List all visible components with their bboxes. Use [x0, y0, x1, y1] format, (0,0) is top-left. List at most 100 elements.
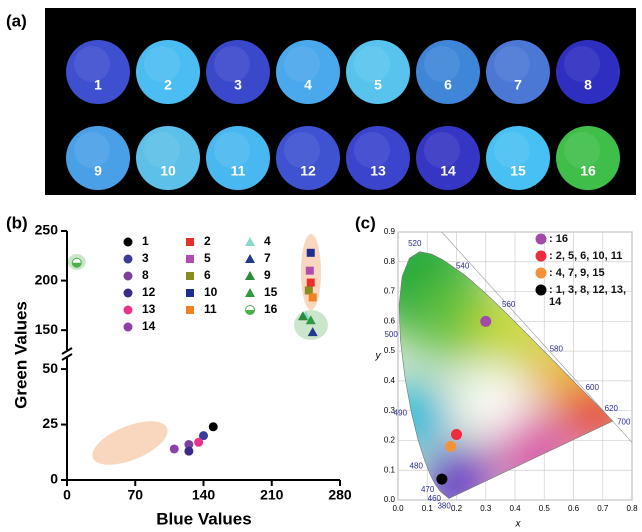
legend-marker	[124, 255, 133, 264]
legend-marker	[245, 288, 255, 297]
data-point	[307, 279, 315, 287]
legend-marker	[186, 238, 194, 246]
data-point	[309, 293, 317, 301]
x-tick-label: 70	[127, 487, 143, 503]
legend-marker	[124, 289, 133, 298]
x-axis-label: x	[515, 519, 522, 530]
sample-label: 9	[94, 163, 102, 179]
y-tick-label: 0.1	[384, 465, 396, 474]
wavelength-label: 470	[421, 485, 435, 494]
y-tick-label: 25	[42, 415, 58, 431]
legend-marker	[536, 251, 547, 262]
x-tick-label: 0.3	[480, 504, 492, 513]
legend-marker	[186, 306, 194, 314]
data-point	[209, 422, 218, 431]
wavelength-label: 600	[586, 383, 600, 392]
legend-marker	[245, 254, 255, 263]
wavelength-label: 520	[408, 239, 422, 248]
legend-label: 5	[204, 251, 211, 265]
legend-marker	[124, 238, 133, 247]
legend-label: 12	[142, 285, 156, 299]
sample-label: 14	[440, 163, 456, 179]
legend-label: 15	[264, 285, 278, 299]
data-point	[170, 444, 179, 453]
sample-label: 3	[234, 77, 242, 93]
legend-label: 10	[204, 285, 218, 299]
y-tick-label: 150	[35, 321, 59, 337]
y-axis-label: y	[375, 351, 382, 362]
legend-label: : 4, 7, 9, 15	[549, 267, 637, 279]
panel-label: (b)	[6, 213, 28, 232]
sample-label: 2	[164, 77, 172, 93]
data-point	[194, 438, 203, 447]
sample-label: 4	[304, 77, 312, 93]
legend-label: 4	[264, 234, 271, 248]
legend-label: : 1, 3, 8, 12, 13, 14	[549, 284, 637, 308]
legend-marker	[186, 255, 194, 263]
wavelength-label: 580	[550, 344, 564, 353]
wavelength-label: 620	[605, 404, 619, 413]
wavelength-label: 540	[456, 262, 470, 271]
data-point	[307, 249, 315, 257]
page: { "panel_a": { "label": "(a)", "samples"…	[0, 0, 642, 532]
legend-marker	[536, 234, 547, 245]
legend-label: : 16	[549, 233, 637, 245]
legend-marker	[245, 271, 255, 280]
wavelength-label: 700	[617, 418, 631, 427]
legend-label: 13	[142, 302, 156, 316]
sample-label: 11	[231, 163, 246, 179]
data-point	[445, 441, 456, 452]
x-tick-label: 0.1	[422, 504, 434, 513]
y-tick-label: 0.6	[384, 316, 396, 325]
legend-marker	[186, 272, 194, 280]
legend-label: 8	[142, 268, 149, 282]
sample-texture	[494, 46, 530, 82]
y-tick-label: 0	[50, 471, 58, 487]
x-tick-label: 0.7	[597, 504, 609, 513]
data-point	[305, 287, 313, 295]
y-tick-label: 0.7	[384, 287, 396, 296]
y-tick-label: 200	[35, 271, 59, 287]
x-axis-label: Blue Values	[156, 509, 251, 528]
color-blob	[461, 368, 529, 436]
sample-label: 1	[94, 77, 102, 93]
sample-texture	[564, 46, 600, 82]
x-tick-label: 210	[260, 487, 284, 503]
wavelength-label: 480	[410, 461, 424, 470]
legend-label: 16	[264, 302, 278, 316]
panel-label: (a)	[6, 11, 27, 30]
legend-marker	[536, 268, 547, 279]
legend-label: 3	[142, 251, 149, 265]
sample-label: 16	[580, 163, 596, 179]
legend-label: : 2, 5, 6, 10, 11	[549, 250, 637, 262]
sample-label: 13	[370, 163, 386, 179]
panel-label: (c)	[355, 213, 376, 232]
sample-texture	[214, 46, 250, 82]
legend-label: 1	[142, 234, 149, 248]
cluster-highlight	[87, 412, 174, 473]
wavelength-label: 560	[502, 300, 516, 309]
y-tick-label: 50	[42, 360, 58, 376]
wavelength-label: 380	[437, 502, 451, 511]
y-tick-label: 0.0	[384, 495, 396, 504]
legend-marker	[124, 272, 133, 281]
sample-texture	[424, 46, 460, 82]
y-tick-label: 0.5	[384, 346, 396, 355]
sample-label: 7	[514, 77, 522, 93]
wavelength-label: 500	[384, 330, 398, 339]
sample-label: 8	[584, 77, 592, 93]
x-tick-label: 0.4	[509, 504, 521, 513]
legend-marker	[536, 285, 547, 296]
wavelength-label: 460	[428, 494, 442, 503]
data-point	[184, 447, 193, 456]
legend-marker	[124, 306, 133, 315]
sample-label: 5	[374, 77, 382, 93]
legend-marker	[186, 289, 194, 297]
sample-label: 12	[300, 163, 316, 179]
x-tick-label: 0	[63, 487, 71, 503]
legend-label: 2	[204, 234, 211, 248]
y-tick-label: 250	[35, 222, 59, 238]
legend-label: 14	[142, 319, 156, 333]
x-tick-label: 0.2	[451, 504, 463, 513]
wavelength-label: 490	[394, 408, 408, 417]
